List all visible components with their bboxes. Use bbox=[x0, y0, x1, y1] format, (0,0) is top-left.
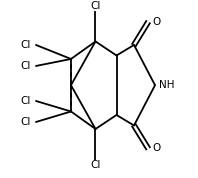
Text: Cl: Cl bbox=[20, 61, 31, 71]
Text: O: O bbox=[152, 143, 161, 153]
Text: O: O bbox=[152, 17, 161, 27]
Text: Cl: Cl bbox=[90, 1, 101, 11]
Text: Cl: Cl bbox=[90, 160, 101, 170]
Text: Cl: Cl bbox=[20, 96, 31, 106]
Text: NH: NH bbox=[159, 80, 175, 90]
Text: Cl: Cl bbox=[20, 40, 31, 50]
Text: Cl: Cl bbox=[20, 117, 31, 127]
